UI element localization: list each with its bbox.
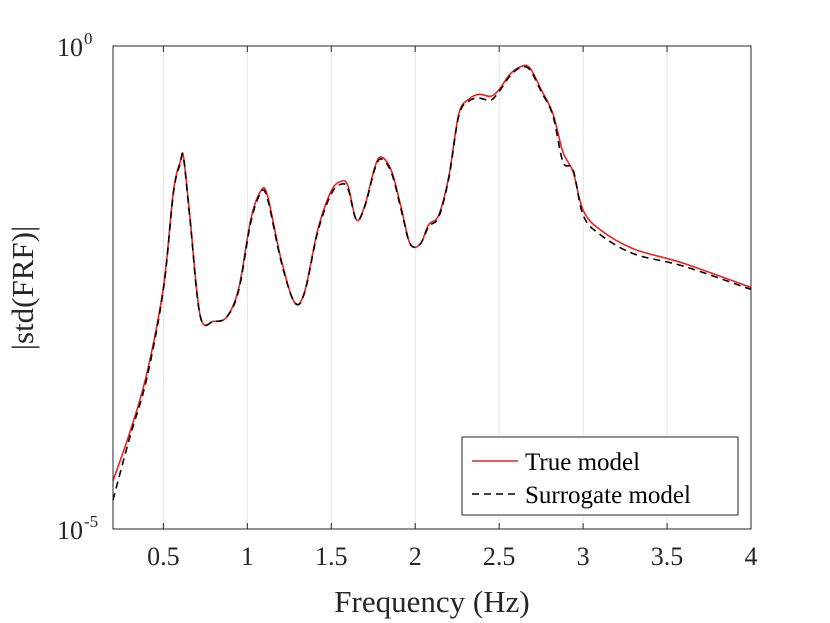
x-tick-label-7: 4 [745,542,758,571]
y-axis-ticks: 10 010 -5 [57,29,751,545]
x-tick-label-4: 2.5 [483,542,516,571]
legend-label-true-model: True model [525,449,640,476]
y-tick-label-base-1: 10 [57,516,83,545]
x-tick-label-5: 3 [577,542,590,571]
axes-box [112,45,752,530]
x-tick-label-0: 0.5 [147,542,180,571]
x-tick-label-1: 1 [241,542,254,571]
y-axis-label: |std(FRF)| [5,226,40,350]
y-tick-label-exponent-1: -5 [84,512,98,531]
legend: True model Surrogate model [461,436,739,516]
legend-label-surrogate-model: Surrogate model [525,482,691,509]
series-line-surrogate-model [112,65,752,501]
y-tick-label-exponent-0: 0 [84,29,93,48]
x-axis-label: Frequency (Hz) [334,584,529,619]
x-tick-label-6: 3.5 [651,542,684,571]
legend-box [461,436,739,516]
x-tick-label-2: 1.5 [315,542,348,571]
x-tick-label-3: 2 [409,542,422,571]
x-axis-ticks: 0.5 1 1.5 2 2.5 3 3.5 4 [147,46,758,571]
plot-series [112,64,752,501]
y-tick-label-base-0: 10 [57,33,83,62]
